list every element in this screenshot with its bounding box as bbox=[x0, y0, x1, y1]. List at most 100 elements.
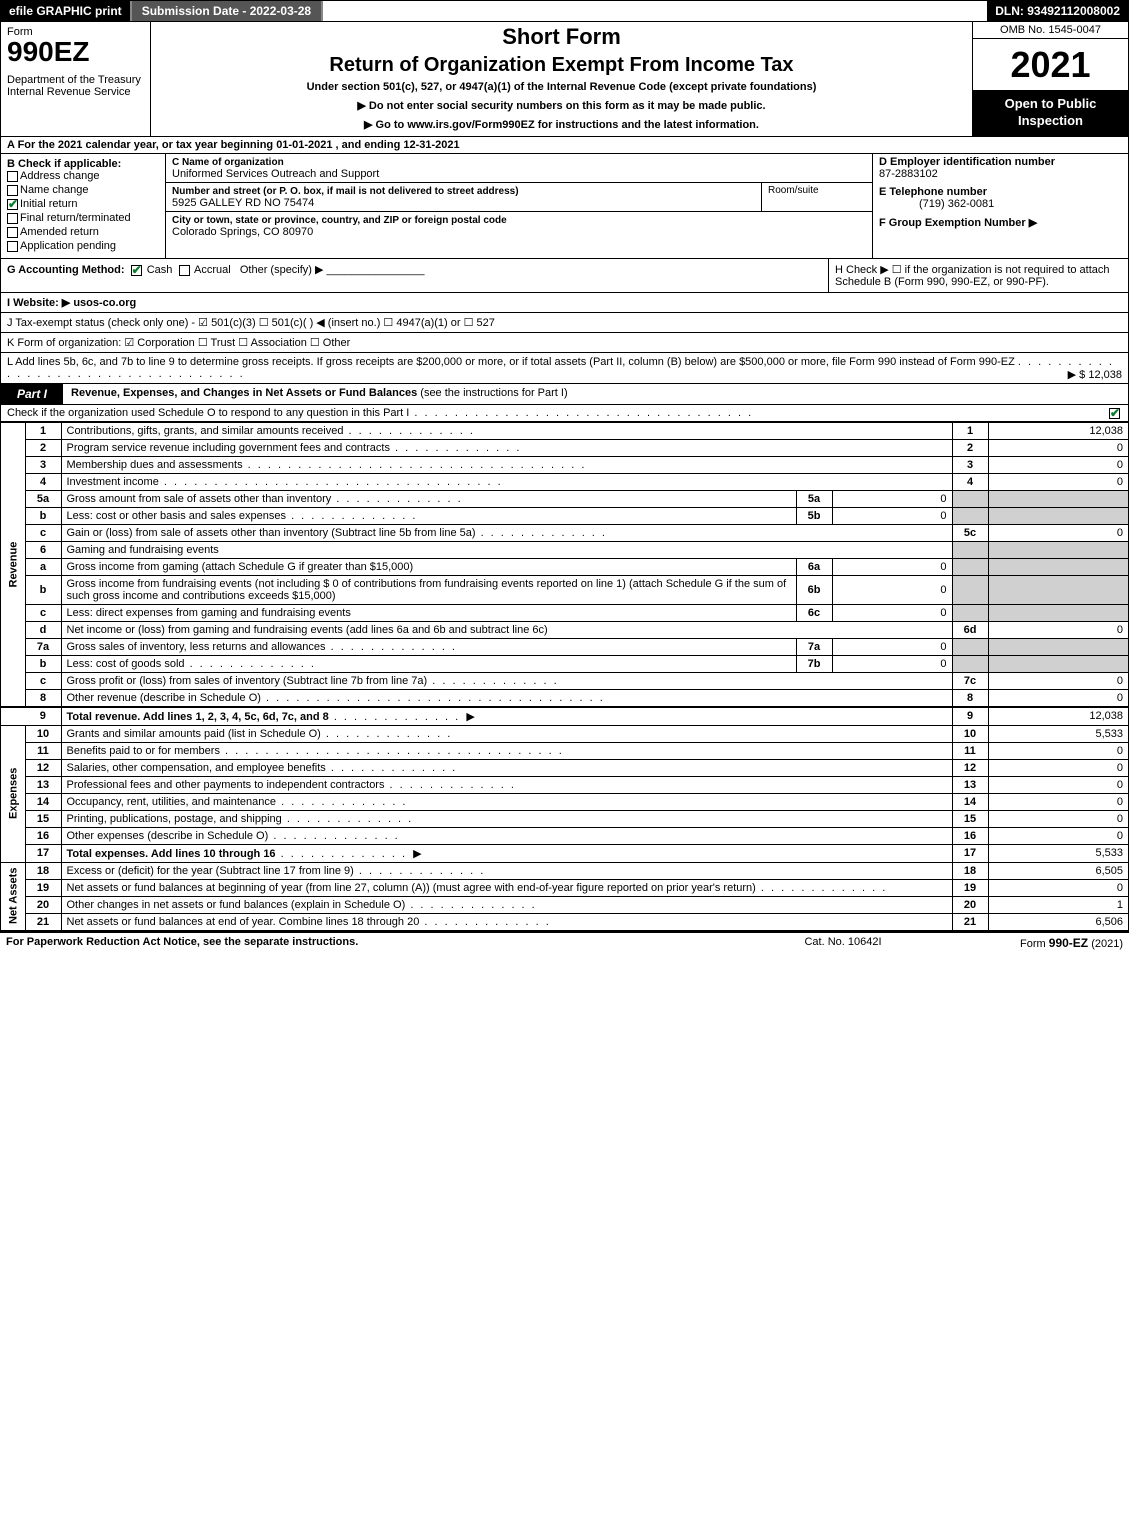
line-value: 0 bbox=[988, 879, 1128, 896]
line-desc: Excess or (deficit) for the year (Subtra… bbox=[61, 862, 952, 879]
line-num: 8 bbox=[25, 689, 61, 707]
line-num-col: 20 bbox=[952, 896, 988, 913]
dots-icon bbox=[405, 899, 536, 911]
line-value: 0 bbox=[988, 456, 1128, 473]
row-h-schedule-b: H Check ▶ ☐ if the organization is not r… bbox=[828, 259, 1128, 292]
checkbox-icon[interactable] bbox=[7, 227, 18, 238]
line-value: 0 bbox=[988, 742, 1128, 759]
row-l-gross-receipts: L Add lines 5b, 6c, and 7b to line 9 to … bbox=[1, 353, 1128, 384]
dots-icon bbox=[476, 527, 607, 539]
checkbox-icon[interactable] bbox=[1109, 408, 1120, 419]
chk-amended-return[interactable]: Amended return bbox=[7, 226, 159, 238]
sub-line-value: 0 bbox=[832, 575, 952, 604]
line-desc-text: Other revenue (describe in Schedule O) bbox=[67, 692, 261, 704]
group-exemption-row: F Group Exemption Number ▶ bbox=[879, 216, 1122, 229]
dots-icon bbox=[756, 882, 887, 894]
line-num-col: 4 bbox=[952, 473, 988, 490]
grey-cell bbox=[988, 541, 1128, 558]
table-row: 5a Gross amount from sale of assets othe… bbox=[1, 490, 1128, 507]
line-num: 16 bbox=[25, 827, 61, 844]
col-b-heading-text: B Check if applicable: bbox=[7, 158, 121, 170]
row-i-text[interactable]: I Website: ▶ usos-co.org bbox=[7, 297, 136, 309]
line-desc-text: Other changes in net assets or fund bala… bbox=[67, 899, 406, 911]
top-bar: efile GRAPHIC print Submission Date - 20… bbox=[1, 1, 1128, 22]
header-row: Form 990EZ Department of the Treasury In… bbox=[1, 22, 1128, 137]
schedule-o-checkbox[interactable] bbox=[1102, 407, 1122, 419]
checkbox-icon[interactable] bbox=[7, 171, 18, 182]
table-row: b Less: cost or other basis and sales ex… bbox=[1, 507, 1128, 524]
department-label: Department of the Treasury Internal Reve… bbox=[7, 74, 144, 98]
table-row: 15 Printing, publications, postage, and … bbox=[1, 810, 1128, 827]
table-row: b Less: cost of goods sold 7b 0 bbox=[1, 655, 1128, 672]
line-desc: Membership dues and assessments bbox=[61, 456, 952, 473]
col-b-checkboxes: B Check if applicable: Address change Na… bbox=[1, 154, 166, 258]
schedule-o-text: Check if the organization used Schedule … bbox=[7, 407, 1102, 419]
goto-instruction[interactable]: ▶ Go to www.irs.gov/Form990EZ for instru… bbox=[157, 118, 966, 131]
line-num-col: 18 bbox=[952, 862, 988, 879]
form-container: efile GRAPHIC print Submission Date - 20… bbox=[0, 0, 1129, 932]
part-1-tab: Part I bbox=[1, 384, 63, 404]
line-num: 2 bbox=[25, 439, 61, 456]
line-desc-text: Total expenses. Add lines 10 through 16 bbox=[67, 848, 276, 860]
line-num: 1 bbox=[25, 422, 61, 439]
ein-row: D Employer identification number 87-2883… bbox=[879, 156, 1122, 180]
checkbox-icon[interactable] bbox=[7, 185, 18, 196]
line-num-col: 16 bbox=[952, 827, 988, 844]
line-num-col: 11 bbox=[952, 742, 988, 759]
line-desc: Contributions, gifts, grants, and simila… bbox=[61, 422, 952, 439]
line-desc: Net income or (loss) from gaming and fun… bbox=[61, 621, 952, 638]
dots-icon bbox=[354, 865, 485, 877]
line-desc-text: Salaries, other compensation, and employ… bbox=[67, 762, 326, 774]
row-g-h: G Accounting Method: Cash Accrual Other … bbox=[1, 259, 1128, 293]
table-row: 17 Total expenses. Add lines 10 through … bbox=[1, 844, 1128, 862]
group-exemption-label: F Group Exemption Number ▶ bbox=[879, 217, 1037, 229]
line-num-col: 17 bbox=[952, 844, 988, 862]
line-desc-text: Investment income bbox=[67, 476, 159, 488]
table-row: 11 Benefits paid to or for members 11 0 bbox=[1, 742, 1128, 759]
checkbox-icon[interactable] bbox=[7, 199, 18, 210]
line-num-col: 15 bbox=[952, 810, 988, 827]
row-k-form-of-org: K Form of organization: ☑ Corporation ☐ … bbox=[1, 333, 1128, 353]
chk-address-change[interactable]: Address change bbox=[7, 170, 159, 182]
chk-final-return[interactable]: Final return/terminated bbox=[7, 212, 159, 224]
table-row: Expenses 10 Grants and similar amounts p… bbox=[1, 725, 1128, 742]
row-a-text: A For the 2021 calendar year, or tax yea… bbox=[7, 139, 460, 151]
footer-form-ref: Form 990-EZ (2021) bbox=[943, 936, 1123, 950]
line-num: 14 bbox=[25, 793, 61, 810]
chk-application-pending[interactable]: Application pending bbox=[7, 240, 159, 252]
sub-line-value: 0 bbox=[832, 655, 952, 672]
grey-cell bbox=[988, 638, 1128, 655]
line-num: 12 bbox=[25, 759, 61, 776]
checkbox-icon[interactable] bbox=[7, 213, 18, 224]
line-desc: Gaming and fundraising events bbox=[61, 541, 952, 558]
line-value: 12,038 bbox=[988, 422, 1128, 439]
checkbox-icon[interactable] bbox=[179, 265, 190, 276]
dln-label: DLN: 93492112008002 bbox=[987, 1, 1128, 21]
line-num: 18 bbox=[25, 862, 61, 879]
efile-print-label[interactable]: efile GRAPHIC print bbox=[1, 1, 130, 21]
line-desc: Gross amount from sale of assets other t… bbox=[61, 490, 796, 507]
part-1-title-bold: Revenue, Expenses, and Changes in Net As… bbox=[71, 387, 417, 399]
chk-initial-return[interactable]: Initial return bbox=[7, 198, 159, 210]
street-label: Number and street (or P. O. box, if mail… bbox=[172, 186, 519, 197]
checkbox-icon[interactable] bbox=[131, 265, 142, 276]
line-desc: Printing, publications, postage, and shi… bbox=[61, 810, 952, 827]
line-num-col: 10 bbox=[952, 725, 988, 742]
dots-icon bbox=[243, 459, 587, 471]
org-name-cell: C Name of organization Uniformed Service… bbox=[166, 154, 872, 183]
grey-cell bbox=[952, 490, 988, 507]
checkbox-icon[interactable] bbox=[7, 241, 18, 252]
schedule-o-check-row: Check if the organization used Schedule … bbox=[1, 405, 1128, 422]
grey-cell bbox=[952, 655, 988, 672]
line-desc-text: Excess or (deficit) for the year (Subtra… bbox=[67, 865, 354, 877]
line-num: b bbox=[25, 655, 61, 672]
line-desc: Grants and similar amounts paid (list in… bbox=[61, 725, 952, 742]
line-num-col: 19 bbox=[952, 879, 988, 896]
dots-icon bbox=[276, 796, 407, 808]
street-cell: Number and street (or P. O. box, if mail… bbox=[166, 183, 762, 211]
sub-line-value: 0 bbox=[832, 507, 952, 524]
line-desc: Other changes in net assets or fund bala… bbox=[61, 896, 952, 913]
line-desc-text: Contributions, gifts, grants, and simila… bbox=[67, 425, 344, 437]
line-desc-text: Gross amount from sale of assets other t… bbox=[67, 493, 332, 505]
chk-name-change[interactable]: Name change bbox=[7, 184, 159, 196]
